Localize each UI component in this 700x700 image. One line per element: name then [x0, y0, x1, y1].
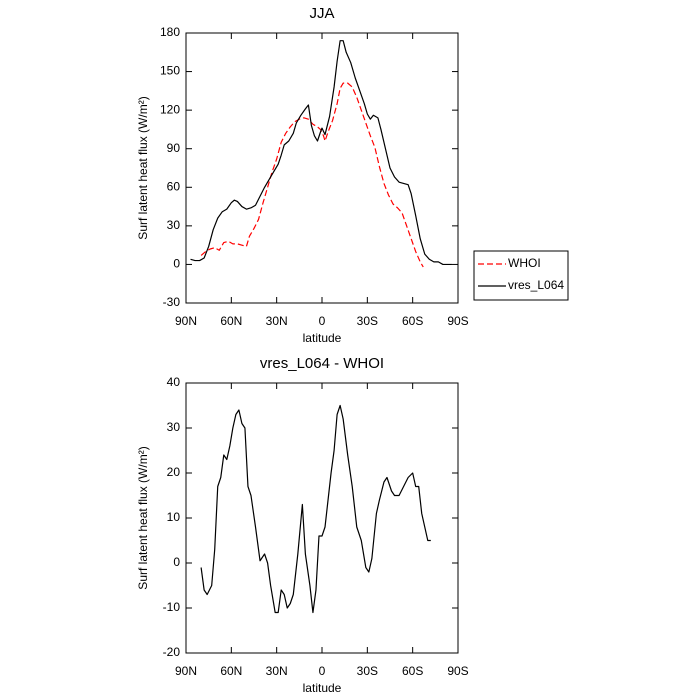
- x-tick-label: 30S: [357, 314, 378, 328]
- x-tick-label: 90N: [175, 314, 197, 328]
- y-tick-label: 30: [167, 218, 181, 232]
- data-line: [200, 404, 431, 614]
- y-tick-label: 30: [167, 420, 181, 434]
- legend-label: WHOI: [508, 256, 541, 270]
- chart-title: vres_L064 - WHOI: [260, 355, 384, 372]
- y-tick-label: 0: [173, 257, 180, 271]
- y-axis-label: Surf latent heat flux (W/m²): [136, 446, 150, 589]
- x-tick-label: 30N: [266, 314, 288, 328]
- x-tick-label: 60N: [220, 664, 242, 678]
- plot-frame: [185, 32, 459, 304]
- x-tick-label: 90S: [447, 314, 468, 328]
- y-tick-label: 40: [167, 375, 181, 389]
- chart-title: JJA: [309, 5, 334, 22]
- x-tick-label: 60S: [402, 664, 423, 678]
- y-tick-label: 150: [160, 64, 180, 78]
- x-axis-label: latitude: [303, 681, 342, 695]
- y-tick-label: 10: [167, 510, 181, 524]
- y-tick-label: 90: [167, 141, 181, 155]
- plot-frame: [185, 382, 459, 654]
- y-tick-label: -20: [163, 645, 181, 659]
- y-tick-label: 20: [167, 465, 181, 479]
- x-tick-label: 30N: [266, 664, 288, 678]
- x-tick-label: 0: [319, 664, 326, 678]
- y-tick-label: -10: [163, 600, 181, 614]
- x-tick-label: 30S: [357, 664, 378, 678]
- x-tick-label: 90N: [175, 664, 197, 678]
- y-tick-label: -30: [163, 295, 181, 309]
- y-tick-label: 120: [160, 102, 180, 116]
- y-tick-label: 0: [173, 555, 180, 569]
- y-axis-label: Surf latent heat flux (W/m²): [136, 96, 150, 239]
- legend-label: vres_L064: [508, 278, 564, 292]
- x-tick-label: 90S: [447, 664, 468, 678]
- y-tick-label: 180: [160, 25, 180, 39]
- data-line: [190, 40, 452, 266]
- x-tick-label: 60N: [220, 314, 242, 328]
- x-tick-label: 0: [319, 314, 326, 328]
- x-axis-label: latitude: [303, 331, 342, 345]
- y-tick-label: 60: [167, 179, 181, 193]
- legend-box: [473, 250, 569, 301]
- data-line: [200, 82, 424, 268]
- x-tick-label: 60S: [402, 314, 423, 328]
